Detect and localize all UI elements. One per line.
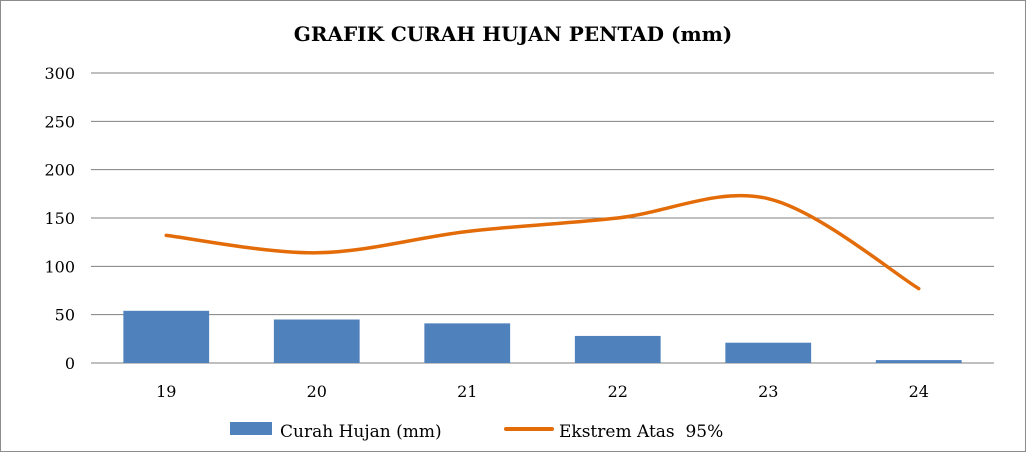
legend-label-ekstrem-atas: Ekstrem Atas 95%	[559, 422, 723, 442]
x-tick-label: 19	[156, 382, 176, 401]
legend-label-curah-hujan: Curah Hujan (mm)	[280, 422, 442, 442]
bar-20	[273, 319, 360, 363]
line-series	[164, 193, 921, 291]
bar-24	[875, 360, 962, 363]
y-tick-label: 200	[44, 161, 75, 180]
x-tick-label: 22	[608, 382, 628, 401]
x-tick-label: 24	[909, 382, 929, 401]
x-axis-ticks: 19 20 21 22 23 24	[156, 382, 929, 401]
chart-title: GRAFIK CURAH HUJAN PENTAD (mm)	[294, 22, 732, 46]
bar-series	[123, 310, 962, 363]
bar-23	[725, 342, 812, 363]
y-tick-label: 300	[44, 64, 75, 83]
gridlines	[91, 72, 994, 364]
x-tick-label: 21	[457, 382, 477, 401]
y-tick-label: 0	[65, 354, 75, 373]
x-tick-label: 23	[758, 382, 778, 401]
y-axis-ticks: 0 50 100 150 200 250 300	[44, 64, 75, 373]
legend-swatch-curah-hujan	[230, 422, 272, 435]
y-tick-label: 50	[55, 306, 75, 325]
bar-21	[424, 323, 511, 363]
bar-22	[574, 335, 661, 363]
y-tick-label: 150	[44, 209, 75, 228]
line-ekstrem-atas	[164, 193, 921, 291]
y-tick-label: 100	[44, 257, 75, 276]
bar-19	[123, 310, 210, 363]
x-tick-label: 20	[307, 382, 327, 401]
legend: Curah Hujan (mm) Ekstrem Atas 95%	[230, 422, 723, 442]
y-tick-label: 250	[44, 112, 75, 131]
